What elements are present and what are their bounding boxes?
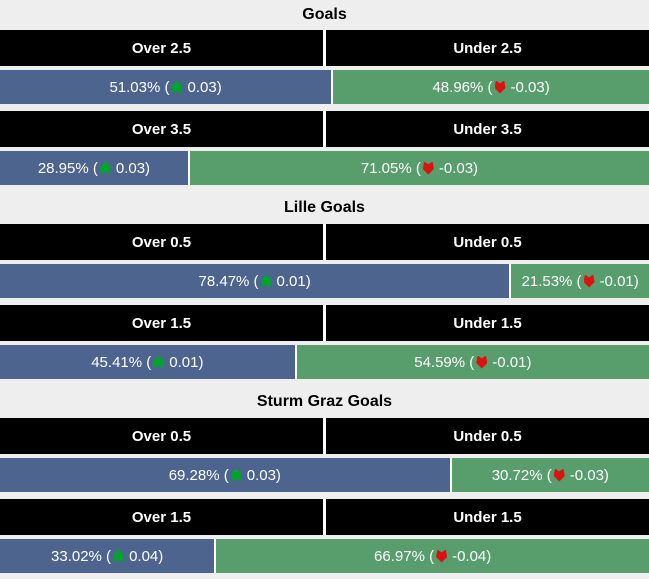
under-bar-segment: 54.59% ( -0.01) — [296, 345, 649, 379]
over-header-cell: Over 1.5 — [0, 499, 323, 535]
bar-label-pct: 45.41% ( — [91, 353, 152, 371]
under-header-cell: Under 0.5 — [326, 418, 649, 454]
bar-label-delta: -0.03) — [510, 78, 550, 96]
under-header-cell: Under 2.5 — [326, 30, 649, 66]
bar-label-pct: 21.53% ( — [521, 272, 582, 290]
over-bar-segment: 69.28% ( 0.03) — [0, 458, 450, 492]
market-header-row: Over 0.5 Under 0.5 — [0, 418, 649, 454]
bar-label-delta: -0.04) — [452, 547, 492, 565]
trend-up-icon — [99, 161, 111, 175]
under-bar-segment: 21.53% ( -0.01) — [511, 264, 649, 298]
trend-down-icon — [583, 274, 595, 288]
under-header-cell: Under 0.5 — [326, 224, 649, 260]
trend-up-icon — [153, 355, 165, 369]
probability-bar-row: 69.28% ( 0.03) 30.72% ( -0.03) — [0, 458, 649, 492]
over-bar-segment: 78.47% ( 0.01) — [0, 264, 510, 298]
under-bar-segment: 48.96% ( -0.03) — [333, 70, 649, 104]
trend-up-icon — [113, 549, 125, 563]
trend-down-icon — [553, 468, 565, 482]
bar-label-delta: 0.03) — [246, 466, 281, 484]
section-title: Goals — [302, 6, 347, 23]
under-header-cell: Under 1.5 — [326, 499, 649, 535]
trend-down-icon — [422, 161, 434, 175]
bar-label-delta: 0.03) — [187, 78, 222, 96]
bar-label-delta: -0.03) — [569, 466, 609, 484]
probability-bar-row: 45.41% ( 0.01) 54.59% ( -0.01) — [0, 345, 649, 379]
bar-label-pct: 66.97% ( — [374, 547, 435, 565]
bar-label-delta: 0.03) — [115, 159, 151, 177]
trend-down-icon — [476, 355, 488, 369]
section-goals: Goals Over 2.5 Under 2.5 51.03% ( 0.03) 4… — [0, 0, 649, 185]
over-header-cell: Over 3.5 — [0, 111, 323, 147]
trend-down-icon — [494, 80, 506, 94]
bar-label-delta: 0.01) — [169, 353, 204, 371]
market-header-row: Over 1.5 Under 1.5 — [0, 305, 649, 341]
bar-label-pct: 69.28% ( — [168, 466, 229, 484]
over-header-cell: Over 2.5 — [0, 30, 323, 66]
market-header-row: Over 3.5 Under 3.5 — [0, 111, 649, 147]
over-bar-segment: 28.95% ( 0.03) — [0, 151, 188, 185]
over-header-cell: Over 0.5 — [0, 418, 323, 454]
bar-label-delta: -0.01) — [492, 353, 532, 371]
market-header-row: Over 2.5 Under 2.5 — [0, 30, 649, 66]
probability-bar-row: 28.95% ( 0.03) 71.05% ( -0.03) — [0, 151, 649, 185]
under-bar-segment: 30.72% ( -0.03) — [451, 458, 649, 492]
bar-label-pct: 54.59% ( — [414, 353, 475, 371]
trend-up-icon — [260, 274, 272, 288]
bar-label-pct: 71.05% ( — [360, 159, 421, 177]
trend-up-icon — [230, 468, 242, 482]
probability-bar-row: 51.03% ( 0.03) 48.96% ( -0.03) — [0, 70, 649, 104]
bar-label-pct: 51.03% ( — [109, 78, 170, 96]
under-bar-segment: 66.97% ( -0.04) — [216, 539, 649, 573]
over-bar-segment: 45.41% ( 0.01) — [0, 345, 295, 379]
trend-up-icon — [171, 80, 183, 94]
market-header-row: Over 1.5 Under 1.5 — [0, 499, 649, 535]
bar-label-pct: 48.96% ( — [432, 78, 493, 96]
probability-bar-row: 33.02% ( 0.04) 66.97% ( -0.04) — [0, 539, 649, 573]
bar-label-pct: 33.02% ( — [51, 547, 112, 565]
under-header-cell: Under 3.5 — [326, 111, 649, 147]
section-title: Lille Goals — [284, 199, 365, 216]
probability-bar-row: 78.47% ( 0.01) 21.53% ( -0.01) — [0, 264, 649, 298]
under-header-cell: Under 1.5 — [326, 305, 649, 341]
under-bar-segment: 71.05% ( -0.03) — [189, 151, 649, 185]
bar-label-pct: 28.95% ( — [37, 159, 98, 177]
over-bar-segment: 51.03% ( 0.03) — [0, 70, 332, 104]
bar-label-pct: 30.72% ( — [491, 466, 552, 484]
over-header-cell: Over 0.5 — [0, 224, 323, 260]
bar-label-delta: -0.03) — [438, 159, 479, 177]
bar-label-pct: 78.47% ( — [198, 272, 259, 290]
trend-down-icon — [436, 549, 448, 563]
section-title: Sturm Graz Goals — [256, 393, 393, 410]
bar-label-delta: 0.01) — [276, 272, 311, 290]
over-header-cell: Over 1.5 — [0, 305, 323, 341]
bar-label-delta: -0.01) — [599, 272, 639, 290]
bar-label-delta: 0.04) — [129, 547, 164, 565]
market-header-row: Over 0.5 Under 0.5 — [0, 224, 649, 260]
over-bar-segment: 33.02% ( 0.04) — [0, 539, 215, 573]
section-sturm-graz-goals: Sturm Graz Goals Over 0.5 Under 0.5 69.2… — [0, 386, 649, 573]
section-lille-goals: Lille Goals Over 0.5 Under 0.5 78.47% ( 0… — [0, 192, 649, 379]
